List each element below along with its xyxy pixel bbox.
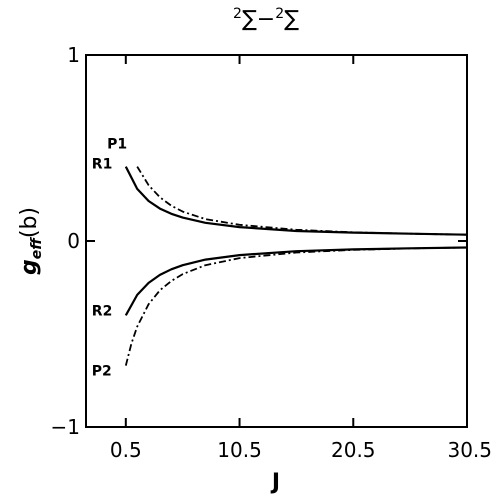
y-axis-sub: eff (29, 237, 45, 259)
series-label-r1: R1 (92, 157, 113, 173)
chart-title: 2∑−2∑ (233, 6, 299, 32)
x-tick-label: 10.5 (217, 438, 262, 462)
axis-ticks: 0.5 10.5 20.5 30.5 −1 0 1 (51, 43, 492, 462)
series-line-p2 (124, 246, 468, 366)
y-axis-suffix: (b) (17, 207, 42, 238)
series-lines (124, 166, 468, 366)
series-label-p2: P2 (92, 364, 112, 380)
x-tick-label: 20.5 (331, 438, 376, 462)
y-axis-title: geff(b) (17, 207, 45, 275)
x-tick-label: 0.5 (110, 438, 142, 462)
x-tick-label: 30.5 (447, 438, 492, 462)
title-dash: − (257, 7, 275, 32)
y-tick-label: 1 (67, 43, 80, 67)
x-axis-title: J (270, 470, 280, 494)
title-sym2: ∑ (284, 7, 299, 32)
y-axis-main: g (17, 259, 42, 275)
title-sup1: 2 (233, 6, 242, 22)
series-line-r1 (124, 166, 468, 236)
series-label-p1: P1 (107, 137, 127, 153)
plot-frame (85, 54, 468, 428)
y-tick-label: 0 (67, 229, 80, 253)
series-label-r2: R2 (92, 303, 113, 319)
y-tick-label: −1 (51, 415, 80, 439)
series-line-r2 (124, 246, 468, 316)
title-sup2: 2 (275, 6, 284, 22)
series-labels: P1 R1 R2 P2 (92, 137, 127, 380)
series-line-p1 (136, 166, 468, 236)
title-sym1: ∑ (242, 7, 257, 32)
